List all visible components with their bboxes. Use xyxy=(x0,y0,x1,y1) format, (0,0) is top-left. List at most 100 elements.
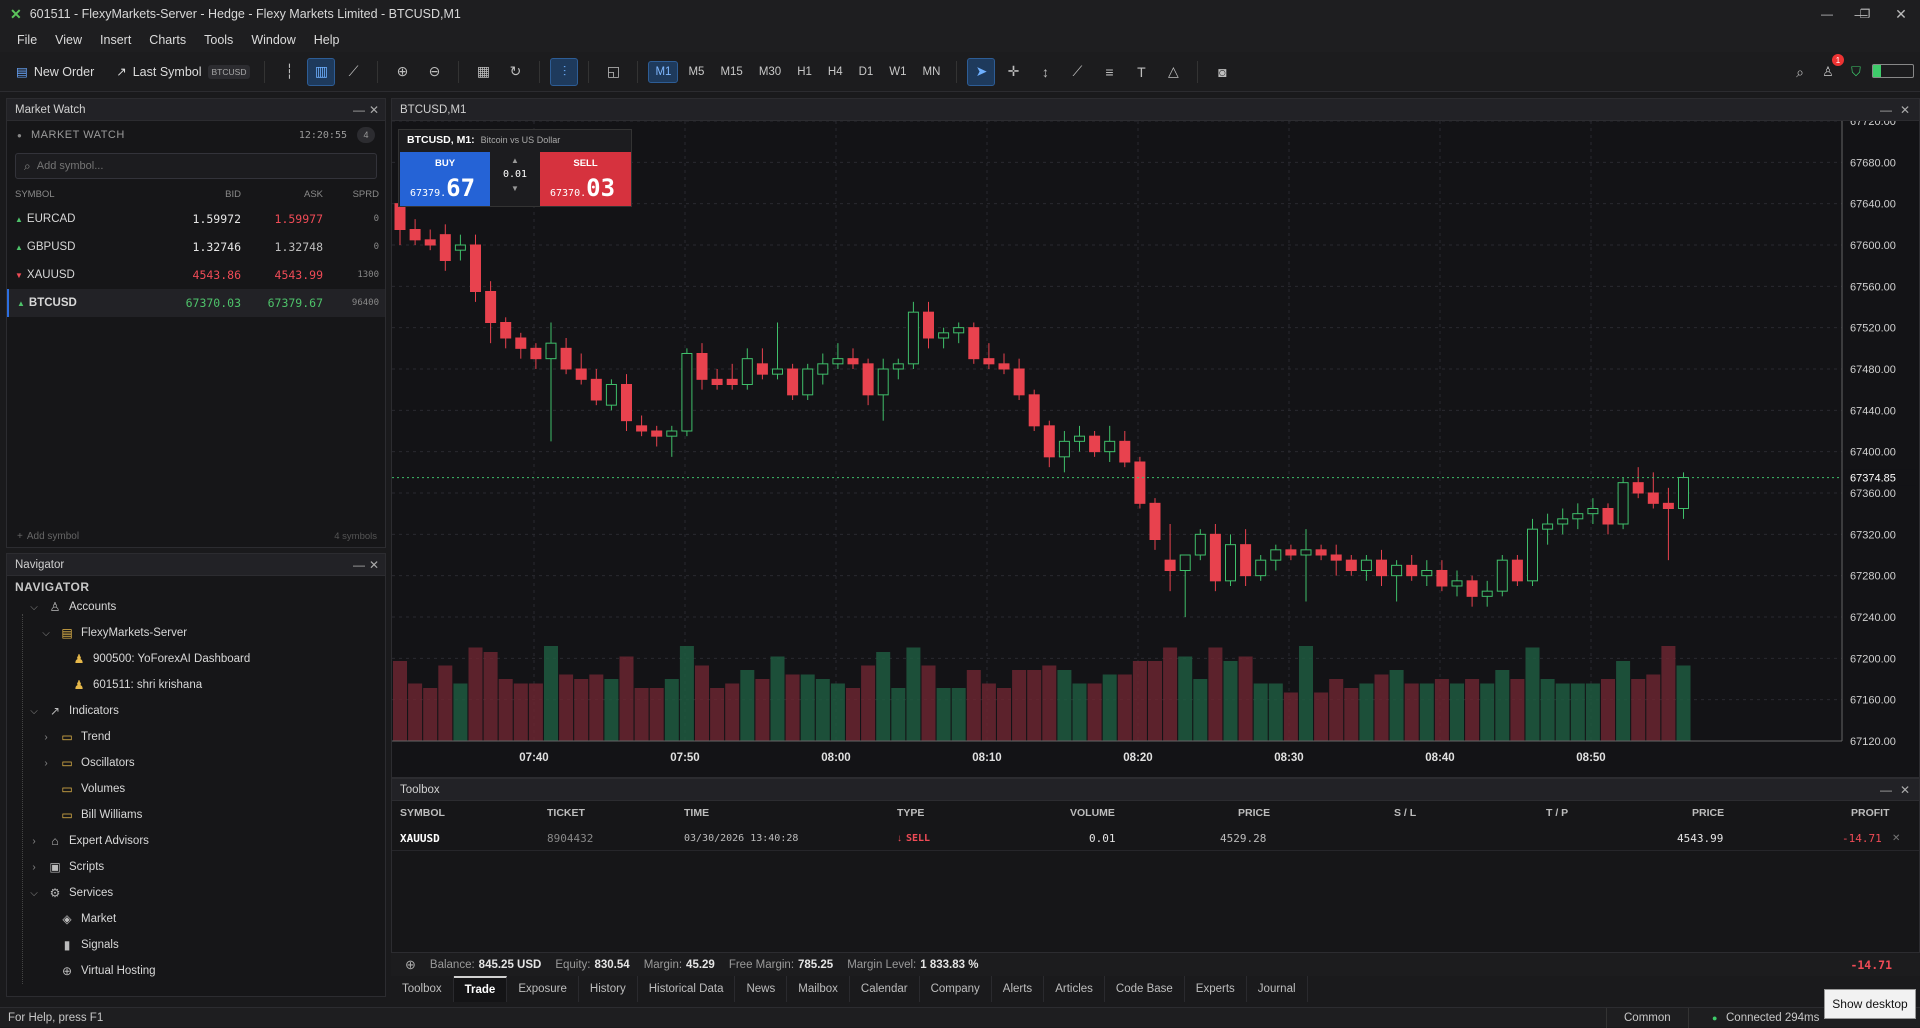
account-icon[interactable]: ♙ xyxy=(1822,64,1834,79)
timeframe-mn[interactable]: MN xyxy=(922,65,941,78)
nav-expert-advisors[interactable]: › ⌂ Expert Advisors xyxy=(27,828,149,854)
minimize-button[interactable]: — xyxy=(1821,7,1833,21)
last-symbol-button[interactable]: ↗ Last Symbol BTCUSD xyxy=(110,58,256,86)
line-chart-icon[interactable]: ⟋ xyxy=(348,63,359,79)
timeframe-h1[interactable]: H1 xyxy=(797,65,812,78)
cursor-icon[interactable]: ➤ xyxy=(967,57,996,86)
vertical-line-icon[interactable]: ↕ xyxy=(1041,63,1049,80)
nav-server[interactable]: ⌵ ▤ FlexyMarkets-Server xyxy=(39,620,187,646)
crosshair-icon[interactable]: ✛ xyxy=(1007,63,1020,79)
minimize-icon[interactable]: — xyxy=(353,558,365,572)
minimize-icon[interactable]: — xyxy=(1854,6,1868,22)
timeframe-h4[interactable]: H4 xyxy=(827,65,843,78)
tab-historical-data[interactable]: Historical Data xyxy=(638,976,736,1002)
col-price[interactable]: PRICE xyxy=(1238,807,1271,819)
tab-calendar[interactable]: Calendar xyxy=(850,976,920,1002)
tab-journal[interactable]: Journal xyxy=(1247,976,1308,1002)
timeframe-m1[interactable]: M1 xyxy=(648,60,679,83)
close-button[interactable]: ✕ xyxy=(1895,5,1907,22)
shapes-icon[interactable]: △ xyxy=(1168,63,1179,79)
timeframe-m15[interactable]: M15 xyxy=(720,65,743,78)
close-icon[interactable]: ✕ xyxy=(1900,783,1911,797)
add-symbol-link[interactable]: + Add symbol xyxy=(17,531,80,542)
symbol-search-input[interactable] xyxy=(36,160,337,172)
tab-news[interactable]: News xyxy=(735,976,788,1002)
lot-size-stepper[interactable]: ▲ 0.01 ▼ xyxy=(491,152,539,206)
timeframe-m30[interactable]: M30 xyxy=(758,65,782,78)
minimize-icon[interactable]: — xyxy=(353,103,365,117)
menu-view[interactable]: View xyxy=(55,33,83,47)
nav-indicators[interactable]: ⌵ ↗ Indicators xyxy=(27,698,119,724)
minimize-icon[interactable]: — xyxy=(1880,783,1892,797)
text-tool-icon[interactable]: T xyxy=(1137,63,1146,80)
menu-charts[interactable]: Charts xyxy=(149,33,187,47)
nav-volumes[interactable]: ▭ Volumes xyxy=(59,776,125,802)
close-icon[interactable]: ✕ xyxy=(1900,103,1911,117)
tab-experts[interactable]: Experts xyxy=(1185,976,1247,1002)
minimize-icon[interactable]: — xyxy=(1880,103,1892,117)
shield-icon[interactable]: ⛉ xyxy=(1851,64,1861,79)
algo-trading-icon[interactable]: ⫶ xyxy=(550,57,579,86)
close-icon[interactable]: ✕ xyxy=(369,103,380,117)
search-icon[interactable]: ⌕ xyxy=(1796,63,1804,80)
market-row-gbpusd[interactable]: ▲ GBPUSD 1.32746 1.32748 0 xyxy=(7,233,385,261)
profile-name[interactable]: Common xyxy=(1624,1012,1671,1024)
nav-account-900500[interactable]: ♟ 900500: YoForexAI Dashboard xyxy=(71,646,251,672)
lot-size-value[interactable]: 0.01 xyxy=(502,169,528,180)
market-row-xauusd[interactable]: ▼ XAUUSD 4543.86 4543.99 1300 xyxy=(7,261,385,289)
refresh-icon[interactable]: ↻ xyxy=(509,63,522,79)
add-icon[interactable]: ⊕ xyxy=(405,956,416,972)
table-row[interactable] xyxy=(392,823,1919,851)
trendline-icon[interactable]: ⟋ xyxy=(1072,63,1083,79)
menu-insert[interactable]: Insert xyxy=(100,33,132,47)
nav-signals[interactable]: ▮ Signals xyxy=(59,932,119,958)
menu-tools[interactable]: Tools xyxy=(204,33,234,47)
tab-mailbox[interactable]: Mailbox xyxy=(787,976,850,1002)
tab-trade[interactable]: Trade xyxy=(453,976,508,1002)
new-order-button[interactable]: ▤ New Order xyxy=(10,58,100,86)
menu-window[interactable]: Window xyxy=(251,33,296,47)
col-sl[interactable]: S / L xyxy=(1394,807,1417,819)
buy-button[interactable]: BUY 67379.67 xyxy=(400,152,490,206)
zoom-out-icon[interactable]: ⊖ xyxy=(428,63,441,79)
col-current-price[interactable]: PRICE xyxy=(1692,807,1725,819)
nav-oscillators[interactable]: › ▭ Oscillators xyxy=(39,750,134,776)
close-position-icon[interactable]: ✕ xyxy=(1892,832,1901,844)
tab-toolbox[interactable]: Toolbox xyxy=(391,976,454,1002)
stepper-up-icon[interactable]: ▲ xyxy=(511,156,519,165)
col-type[interactable]: TYPE xyxy=(897,807,925,819)
tab-history[interactable]: History xyxy=(579,976,638,1002)
zoom-in-icon[interactable]: ⊕ xyxy=(396,63,409,79)
tab-alerts[interactable]: Alerts xyxy=(992,976,1045,1002)
symbol-search-box[interactable]: ⌕ xyxy=(15,153,377,179)
col-time[interactable]: TIME xyxy=(684,807,710,819)
nav-scripts[interactable]: › ▣ Scripts xyxy=(27,854,104,880)
market-row-btcusd[interactable]: ▲ BTCUSD 67370.03 67379.67 96400 xyxy=(7,289,385,317)
candlestick-icon[interactable]: ▥ xyxy=(307,57,336,86)
timeframe-d1[interactable]: D1 xyxy=(858,65,874,78)
connection-status[interactable]: Connected 294ms xyxy=(1726,1012,1820,1024)
col-profit[interactable]: PROFIT xyxy=(1851,807,1890,819)
nav-trend[interactable]: › ▭ Trend xyxy=(39,724,110,750)
price-chart[interactable]: 67720.00 67680.00 67640.00 67600.00 67560.00… xyxy=(392,121,1919,777)
timeframe-m5[interactable]: M5 xyxy=(688,65,705,78)
timeframe-w1[interactable]: W1 xyxy=(889,65,907,78)
menu-help[interactable]: Help xyxy=(313,33,340,47)
tab-exposure[interactable]: Exposure xyxy=(507,976,579,1002)
market-row-eurcad[interactable]: ▲ EURCAD 1.59972 1.59977 0 xyxy=(7,205,385,233)
camera-icon[interactable]: ◙ xyxy=(1218,63,1227,80)
bar-chart-icon[interactable]: ┆ xyxy=(285,63,294,79)
tile-windows-icon[interactable]: ▦ xyxy=(476,63,491,79)
col-ticket[interactable]: TICKET xyxy=(547,807,585,819)
tab-articles[interactable]: Articles xyxy=(1044,976,1105,1002)
col-tp[interactable]: T / P xyxy=(1546,807,1569,819)
stepper-down-icon[interactable]: ▼ xyxy=(511,184,519,193)
nav-market[interactable]: ◈ Market xyxy=(59,906,116,932)
sell-button[interactable]: SELL 67370.03 xyxy=(540,152,631,206)
nav-services[interactable]: ⌵ ⚙ Services xyxy=(27,880,113,906)
close-icon[interactable]: ✕ xyxy=(369,558,380,572)
restore-button[interactable]: ❐ xyxy=(1859,7,1871,21)
nav-virtual-hosting[interactable]: ⊕ Virtual Hosting xyxy=(59,958,156,984)
tab-code-base[interactable]: Code Base xyxy=(1105,976,1185,1002)
nav-account-601511[interactable]: ♟ 601511: shri krishana xyxy=(71,672,203,698)
